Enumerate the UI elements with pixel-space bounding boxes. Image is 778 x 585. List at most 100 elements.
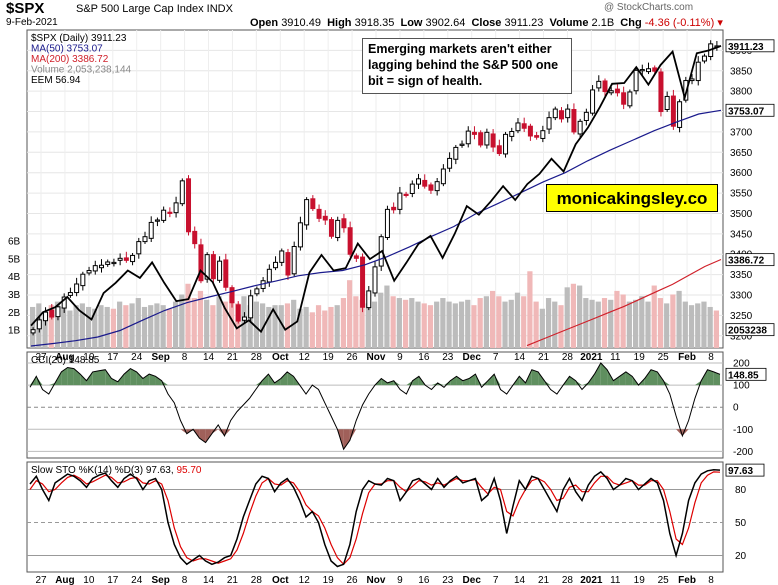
candle-body: [658, 71, 664, 113]
cci-overbought-fill: [86, 371, 93, 386]
volume-tick-label: 2B: [8, 308, 21, 319]
cci-tick-label: -100: [733, 425, 753, 436]
x-label-bottom: 12: [299, 575, 311, 585]
cci-overbought-fill: [387, 380, 394, 386]
x-label-bottom: Oct: [272, 575, 289, 585]
volume-bar: [601, 298, 608, 348]
candle-body: [608, 90, 614, 94]
copyright: @ StockCharts.com: [604, 2, 694, 13]
open-value: 3910.49: [281, 17, 321, 29]
brand-label: monicakingsley.co: [546, 184, 718, 212]
cci-overbought-fill: [701, 369, 708, 386]
cci-tick-label: 0: [733, 403, 739, 414]
candle-body: [136, 241, 142, 255]
high-label: High: [327, 17, 352, 29]
candle-body: [527, 125, 533, 137]
candle-body: [61, 296, 67, 309]
candle-body: [453, 146, 459, 160]
candle-body: [179, 180, 185, 205]
candle-body: [540, 130, 546, 139]
volume-bar: [378, 292, 384, 348]
volume-bar: [92, 308, 98, 348]
price-tick-label: 3250: [730, 311, 753, 322]
candle-body: [229, 287, 235, 304]
candle-body: [490, 133, 496, 148]
volume-bar: [191, 298, 197, 348]
x-label-bottom: 19: [323, 575, 335, 585]
cci-overbought-fill: [99, 369, 106, 386]
volume-bar: [54, 301, 61, 348]
x-label-top: 14: [514, 352, 526, 363]
price-tick-label: 3200: [730, 331, 753, 342]
candle-body: [167, 211, 173, 214]
volume-bar: [384, 285, 390, 348]
cci-oversold-fill: [205, 429, 212, 443]
x-label-top: 26: [347, 352, 359, 363]
x-label-bottom: 8: [182, 575, 188, 585]
x-label-bottom: 17: [107, 575, 119, 585]
volume-bar: [577, 285, 583, 348]
candle-body: [633, 69, 639, 92]
volume-bar: [303, 306, 309, 348]
x-label-top: 14: [203, 352, 215, 363]
volume-bar: [297, 308, 303, 348]
close-value: 3911.23: [504, 17, 544, 29]
cci-overbought-fill: [61, 367, 68, 386]
volume-bar: [570, 283, 577, 348]
close-label: Close: [471, 17, 502, 29]
volume-bar: [645, 301, 651, 348]
sto-last-box: [725, 463, 765, 477]
candle-body: [353, 255, 359, 259]
price-tick-label: 3800: [730, 87, 753, 98]
x-label-top: Feb: [678, 352, 696, 363]
cci-overbought-fill: [80, 374, 87, 386]
x-label-top: 19: [634, 352, 646, 363]
candle-body: [341, 218, 347, 229]
candle-body: [521, 123, 527, 129]
candle-body: [148, 221, 154, 239]
cci-tick-label: 200: [733, 359, 750, 370]
volume-bar: [272, 305, 278, 348]
sto-tick-label: 50: [735, 518, 747, 529]
volume-bar: [533, 301, 539, 348]
cci-overbought-fill: [280, 371, 288, 386]
cci-oversold-fill: [349, 429, 357, 441]
x-label-bottom: 2021: [580, 575, 603, 585]
candle-body: [552, 108, 558, 119]
volume-bar: [135, 298, 141, 348]
volume-last-label: 2053238: [728, 326, 767, 337]
volume-bar: [558, 305, 564, 348]
volume-bar: [434, 301, 440, 348]
cci-overbought-fill: [613, 376, 620, 386]
volume-bar: [359, 299, 365, 348]
candle-body: [434, 181, 440, 192]
candle-body: [558, 110, 564, 120]
legend-ma50: MA(50) 3753.07: [31, 44, 103, 55]
ma50-last-label: 3753.07: [728, 106, 765, 117]
cci-overbought-fill: [67, 367, 74, 386]
ma200-line: [526, 258, 722, 347]
x-label-top: 17: [107, 352, 119, 363]
volume-bar: [48, 305, 54, 348]
x-label-top: 2021: [580, 352, 603, 363]
x-label-top: 21: [227, 352, 239, 363]
candle-body: [322, 215, 328, 221]
candle-body: [621, 92, 627, 105]
x-label-top: 8: [182, 352, 188, 363]
volume-tick-label: 1B: [8, 326, 21, 337]
volume-bar: [490, 290, 496, 348]
volume-bar: [521, 296, 527, 348]
volume-bar: [527, 271, 533, 348]
cci-overbought-fill: [469, 374, 476, 386]
volume-bar: [396, 298, 402, 348]
volume-bar: [502, 301, 508, 348]
volume-bar: [471, 305, 477, 348]
volume-bar: [160, 305, 166, 348]
volume-bar: [61, 306, 67, 348]
chg-label: Chg: [620, 17, 642, 29]
x-label-bottom: 28: [562, 575, 574, 585]
volume-bar: [595, 301, 601, 348]
candle-body: [204, 254, 210, 280]
legend-ma200: MA(200) 3386.72: [31, 54, 109, 65]
volume-bar: [73, 305, 79, 348]
